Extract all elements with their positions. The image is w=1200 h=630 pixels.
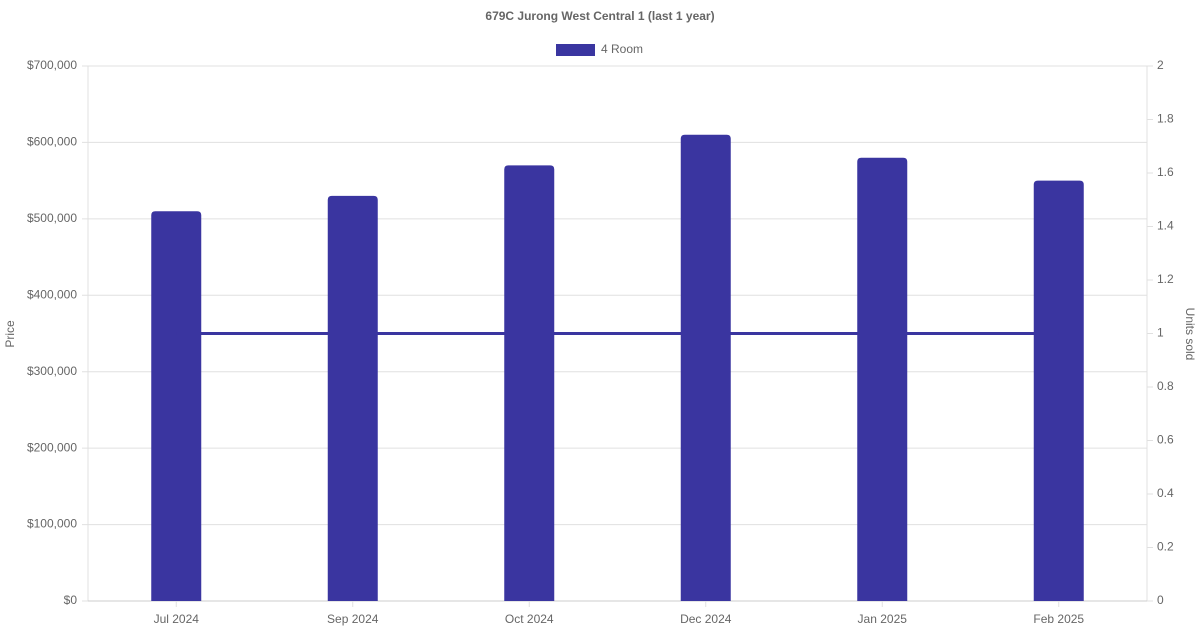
bar — [680, 134, 731, 602]
x-tick-label: Sep 2024 — [327, 612, 379, 626]
y-tick-label: $600,000 — [27, 135, 77, 149]
y2-tick-label: 1 — [1157, 326, 1164, 340]
y2-tick-label: 0 — [1157, 593, 1164, 607]
y-axis-title: Price — [3, 320, 17, 348]
chart-title: 679C Jurong West Central 1 (last 1 year) — [485, 9, 714, 23]
y-tick-label: $200,000 — [27, 440, 77, 454]
x-tick-label: Dec 2024 — [680, 612, 732, 626]
y2-tick-label: 2 — [1157, 58, 1164, 72]
x-tick-label: Jul 2024 — [154, 612, 200, 626]
y-tick-label: $500,000 — [27, 211, 77, 225]
y-tick-label: $300,000 — [27, 364, 77, 378]
y2-tick-label: 1.8 — [1157, 112, 1174, 126]
x-tick-label: Oct 2024 — [505, 612, 554, 626]
legend-label: 4 Room — [601, 42, 643, 56]
y-tick-label: $700,000 — [27, 58, 77, 72]
y2-tick-label: 1.2 — [1157, 272, 1174, 286]
bar — [857, 157, 908, 601]
bar — [1033, 180, 1084, 601]
bar — [504, 165, 555, 601]
y2-tick-label: 0.8 — [1157, 379, 1174, 393]
y-tick-label: $0 — [64, 593, 78, 607]
legend-swatch — [556, 44, 595, 56]
y-tick-label: $100,000 — [27, 517, 77, 531]
x-tick-label: Jan 2025 — [858, 612, 908, 626]
y2-tick-label: 0.6 — [1157, 433, 1174, 447]
y2-tick-label: 0.2 — [1157, 540, 1174, 554]
bar — [327, 195, 378, 601]
y-tick-label: $400,000 — [27, 287, 77, 301]
y2-axis-title: Units sold — [1183, 308, 1197, 361]
x-tick-label: Feb 2025 — [1033, 612, 1084, 626]
y2-tick-label: 1.6 — [1157, 165, 1174, 179]
bar — [151, 211, 202, 601]
y2-tick-label: 0.4 — [1157, 486, 1174, 500]
y2-tick-label: 1.4 — [1157, 219, 1174, 233]
